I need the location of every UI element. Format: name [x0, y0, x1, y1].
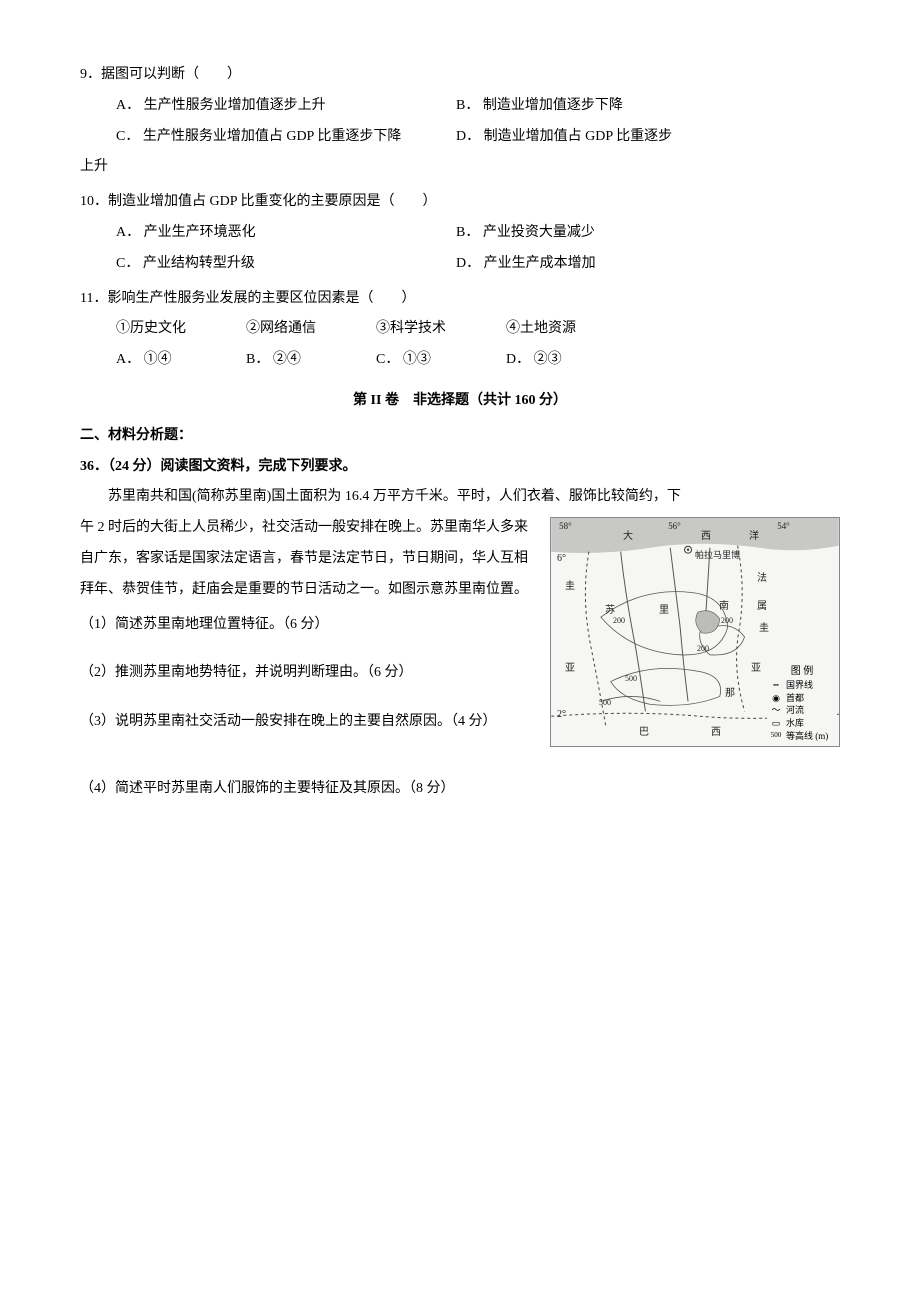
legend-capital: ◉首都	[769, 692, 835, 705]
q10-row2: C． 产业结构转型升级 D． 产业生产成本增加	[80, 249, 840, 280]
svg-text:58°: 58°	[559, 521, 572, 531]
q11-opt-c: C． ①③	[376, 345, 506, 376]
xi: 西	[711, 722, 721, 744]
q11-sub2: ②网络通信	[246, 314, 376, 345]
q9-opt-d: D． 制造业增加值占 GDP 比重逐步	[456, 122, 840, 153]
ya2: 亚	[751, 658, 761, 680]
q36-stem: 36．（24 分）阅读图文资料，完成下列要求。	[80, 452, 840, 483]
li: 里	[659, 600, 669, 622]
gui: 圭	[565, 576, 575, 598]
q36-p1: 苏里南共和国(简称苏里南)国土面积为 16.4 万平方千米。平时，人们衣着、服饰…	[80, 482, 840, 513]
q10-stem: 10．制造业增加值占 GDP 比重变化的主要原因是（ ）	[80, 187, 840, 218]
river-icon: 〜	[769, 704, 783, 717]
q11-sub3: ③科学技术	[376, 314, 506, 345]
c500b: 500	[599, 694, 611, 712]
capital-label: 帕拉马里博	[695, 546, 740, 566]
q10-opt-b: B． 产业投资大量减少	[456, 218, 840, 249]
q11-opts: A． ①④ B． ②④ C． ①③ D． ②③	[80, 345, 840, 376]
q9-stem: 9．据图可以判断（ ）	[80, 60, 840, 91]
question-10: 10．制造业增加值占 GDP 比重变化的主要原因是（ ） A． 产业生产环境恶化…	[80, 187, 840, 279]
ocean3: 洋	[749, 526, 759, 548]
q36-sq4: （4）简述平时苏里南人们服饰的主要特征及其原因。（8 分）	[80, 774, 840, 805]
reservoir-icon: ▭	[769, 717, 783, 730]
q9-row1: A． 生产性服务业增加值逐步上升 B． 制造业增加值逐步下降	[80, 91, 840, 122]
svg-text:56°: 56°	[668, 521, 681, 531]
legend-title: 图 例	[769, 665, 835, 679]
q11-opt-d: D． ②③	[506, 345, 840, 376]
shu: 属	[757, 596, 767, 618]
svg-text:54°: 54°	[777, 521, 790, 531]
legend-reservoir: ▭水库	[769, 717, 835, 730]
q10-opt-d: D． 产业生产成本增加	[456, 249, 840, 280]
contour-icon: 500	[769, 731, 783, 741]
section2-header: 第 II 卷 非选择题（共计 160 分）	[80, 386, 840, 417]
legend-river: 〜河流	[769, 704, 835, 717]
q10-opt-a: A． 产业生产环境恶化	[116, 218, 456, 249]
q11-sub1: ①历史文化	[116, 314, 246, 345]
lat6: 6°	[557, 548, 566, 570]
question-36: 36．（24 分）阅读图文资料，完成下列要求。 苏里南共和国(简称苏里南)国土面…	[80, 452, 840, 805]
q11-stem: 11．影响生产性服务业发展的主要区位因素是（ ）	[80, 284, 840, 315]
q9-opt-c: C． 生产性服务业增加值占 GDP 比重逐步下降	[116, 122, 456, 153]
legend-contour: 500等高线 (m)	[769, 730, 835, 743]
border-icon: ┅	[769, 679, 783, 692]
legend-capital-label: 首都	[786, 692, 804, 705]
question-9: 9．据图可以判断（ ） A． 生产性服务业增加值逐步上升 B． 制造业增加值逐步…	[80, 60, 840, 183]
legend-contour-label: 等高线 (m)	[786, 730, 828, 743]
q11-sub4: ④土地资源	[506, 314, 840, 345]
q9-opt-d-tail: 上升	[80, 152, 840, 183]
gui2: 圭	[759, 618, 769, 640]
q9-opt-a: A． 生产性服务业增加值逐步上升	[116, 91, 456, 122]
ocean2: 西	[701, 526, 711, 548]
lat2: 2°	[557, 704, 566, 726]
suriname-map: 58° 56° 54° 6° 2° 大 西 洋 帕拉马里博 圭 亚 苏 里 南 …	[550, 517, 840, 747]
ya1: 亚	[565, 658, 575, 680]
legend-reservoir-label: 水库	[786, 717, 804, 730]
q9-opt-b: B． 制造业增加值逐步下降	[456, 91, 840, 122]
capital-icon: ◉	[769, 692, 783, 705]
ba: 巴	[639, 722, 649, 744]
legend-border-label: 国界线	[786, 679, 813, 692]
q10-opt-c: C． 产业结构转型升级	[116, 249, 456, 280]
q10-row1: A． 产业生产环境恶化 B． 产业投资大量减少	[80, 218, 840, 249]
na: 那	[725, 683, 735, 705]
legend-border: ┅国界线	[769, 679, 835, 692]
c500a: 500	[625, 670, 637, 688]
q11-opt-a: A． ①④	[116, 345, 246, 376]
fa: 法	[757, 568, 767, 590]
q11-subopts: ①历史文化 ②网络通信 ③科学技术 ④土地资源	[80, 314, 840, 345]
q9-row2: C． 生产性服务业增加值占 GDP 比重逐步下降 D． 制造业增加值占 GDP …	[80, 122, 840, 153]
legend-river-label: 河流	[786, 704, 804, 717]
section2-sub: 二、材料分析题：	[80, 421, 840, 452]
c200c: 200	[697, 640, 709, 658]
question-11: 11．影响生产性服务业发展的主要区位因素是（ ） ①历史文化 ②网络通信 ③科学…	[80, 284, 840, 376]
c200b: 200	[721, 612, 733, 630]
c200a: 200	[613, 612, 625, 630]
q11-opt-b: B． ②④	[246, 345, 376, 376]
map-legend: 图 例 ┅国界线 ◉首都 〜河流 ▭水库 500等高线 (m)	[767, 663, 837, 744]
q36-body: 58° 56° 54° 6° 2° 大 西 洋 帕拉马里博 圭 亚 苏 里 南 …	[80, 513, 840, 805]
ocean1: 大	[623, 526, 633, 548]
